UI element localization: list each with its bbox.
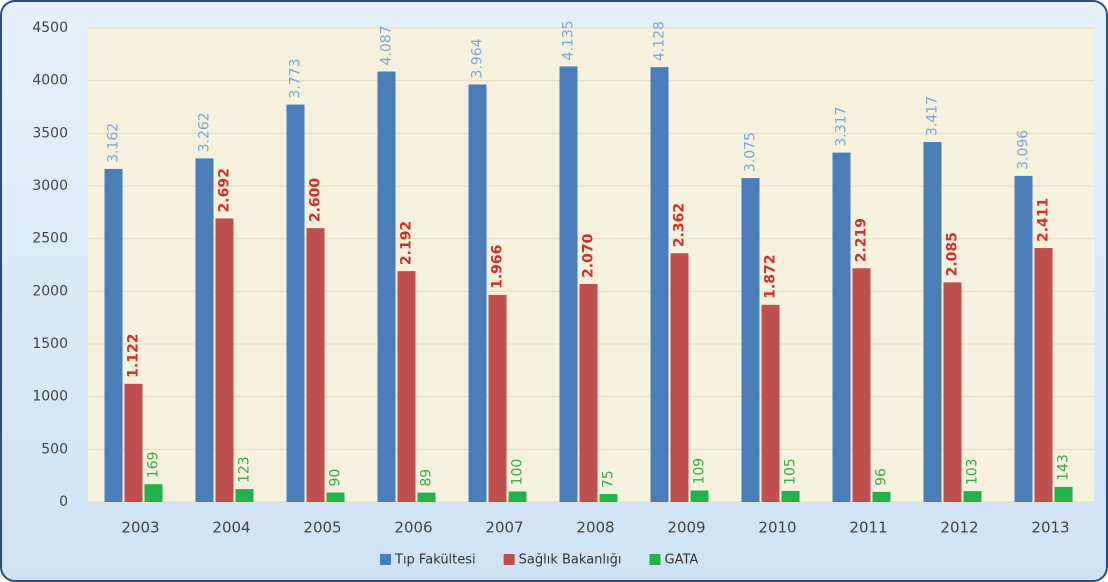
legend-label: Tıp Fakültesi — [394, 553, 476, 568]
bar — [377, 71, 396, 502]
bar — [508, 491, 527, 502]
legend-swatch — [503, 554, 515, 565]
bar — [852, 268, 871, 502]
data-label: 169 — [146, 451, 162, 478]
bar — [1034, 248, 1053, 502]
bar — [397, 271, 416, 502]
bar — [670, 253, 689, 502]
x-tick-label: 2013 — [1031, 519, 1069, 537]
bar — [1054, 486, 1073, 502]
data-label: 90 — [328, 469, 344, 487]
y-tick-label: 0 — [59, 494, 68, 510]
x-tick-label: 2010 — [758, 519, 796, 537]
bar — [468, 84, 487, 502]
x-tick-label: 2011 — [849, 519, 887, 537]
data-label: 105 — [783, 458, 799, 485]
bar — [417, 492, 436, 502]
y-tick-label: 4000 — [32, 73, 68, 89]
bar — [1014, 175, 1033, 502]
y-tick-label: 1500 — [32, 336, 68, 352]
x-tick-label: 2007 — [485, 519, 523, 537]
legend-swatch — [380, 554, 391, 565]
data-label: 2.411 — [1036, 198, 1052, 242]
data-label: 4.128 — [652, 21, 668, 61]
data-label: 1.122 — [126, 334, 142, 378]
bar — [943, 282, 962, 502]
bar — [963, 491, 982, 502]
data-label: 1.966 — [490, 245, 506, 289]
data-label: 1.872 — [763, 255, 779, 299]
data-label: 2.070 — [581, 233, 597, 278]
x-tick-label: 2006 — [394, 519, 432, 537]
bar — [781, 490, 800, 502]
bar — [306, 228, 325, 502]
bar — [235, 489, 254, 502]
bar — [215, 218, 234, 502]
y-tick-label: 3500 — [32, 125, 68, 141]
bar — [326, 492, 345, 502]
bar — [650, 67, 669, 503]
legend-label: Sağlık Bakanlığı — [519, 553, 622, 568]
data-label: 109 — [692, 458, 708, 485]
bar — [832, 152, 851, 503]
x-tick-label: 2003 — [121, 519, 159, 537]
data-label: 3.162 — [106, 123, 122, 163]
data-label: 143 — [1056, 454, 1072, 481]
x-tick-label: 2012 — [940, 519, 978, 537]
bar — [559, 66, 578, 503]
x-tick-label: 2008 — [576, 519, 614, 537]
bar — [195, 158, 214, 503]
data-label: 3.417 — [925, 96, 941, 136]
bar — [124, 383, 143, 502]
bar — [104, 168, 123, 502]
y-tick-label: 2500 — [32, 231, 68, 247]
data-label: 3.075 — [743, 132, 759, 172]
x-tick-label: 2005 — [303, 519, 341, 537]
bar — [488, 294, 507, 502]
bar — [761, 304, 780, 502]
data-label: 2.085 — [945, 232, 961, 276]
data-label: 3.262 — [197, 112, 213, 152]
data-label: 3.773 — [288, 58, 304, 98]
data-label: 3.317 — [834, 107, 850, 147]
bar — [599, 494, 618, 502]
data-label: 100 — [510, 459, 526, 486]
bar — [286, 104, 305, 502]
data-label: 2.600 — [308, 178, 324, 223]
legend-label: GATA — [665, 553, 699, 568]
legend-swatch — [649, 554, 661, 565]
y-tick-label: 1000 — [32, 389, 68, 405]
data-label: 2.692 — [217, 168, 233, 212]
data-label: 2.192 — [399, 221, 415, 265]
data-label: 89 — [419, 469, 435, 487]
data-label: 3.964 — [470, 38, 486, 78]
bar — [579, 283, 598, 502]
y-tick-label: 4500 — [32, 20, 68, 36]
data-label: 2.219 — [854, 218, 870, 262]
data-label: 123 — [237, 456, 253, 483]
y-tick-label: 500 — [41, 441, 68, 457]
bar — [923, 142, 942, 503]
bar — [741, 178, 760, 502]
data-label: 2.362 — [672, 203, 688, 247]
x-tick-label: 2004 — [212, 519, 250, 537]
data-label: 75 — [601, 470, 617, 488]
x-tick-label: 2009 — [667, 519, 705, 537]
bar — [690, 490, 709, 502]
data-label: 3.096 — [1016, 130, 1032, 170]
data-label: 4.087 — [379, 25, 395, 65]
bar — [144, 484, 163, 502]
data-label: 4.135 — [561, 20, 577, 60]
data-label: 96 — [874, 468, 890, 486]
bar — [872, 491, 891, 502]
y-tick-label: 2000 — [32, 283, 68, 299]
y-tick-label: 3000 — [32, 178, 68, 194]
data-label: 103 — [965, 458, 981, 485]
